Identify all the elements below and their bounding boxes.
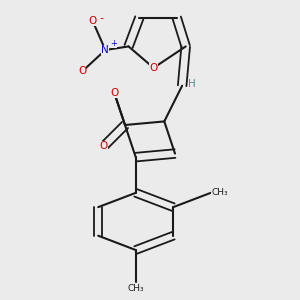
Text: CH₃: CH₃ bbox=[211, 188, 228, 197]
Text: O: O bbox=[149, 63, 158, 73]
Text: O: O bbox=[78, 66, 86, 76]
Text: O: O bbox=[110, 88, 118, 98]
Text: N: N bbox=[101, 45, 109, 55]
Text: O: O bbox=[89, 16, 97, 26]
Text: -: - bbox=[100, 14, 104, 24]
Text: CH₃: CH₃ bbox=[128, 284, 144, 293]
Text: H: H bbox=[188, 79, 196, 89]
Text: O: O bbox=[99, 141, 108, 152]
Text: +: + bbox=[110, 39, 117, 48]
